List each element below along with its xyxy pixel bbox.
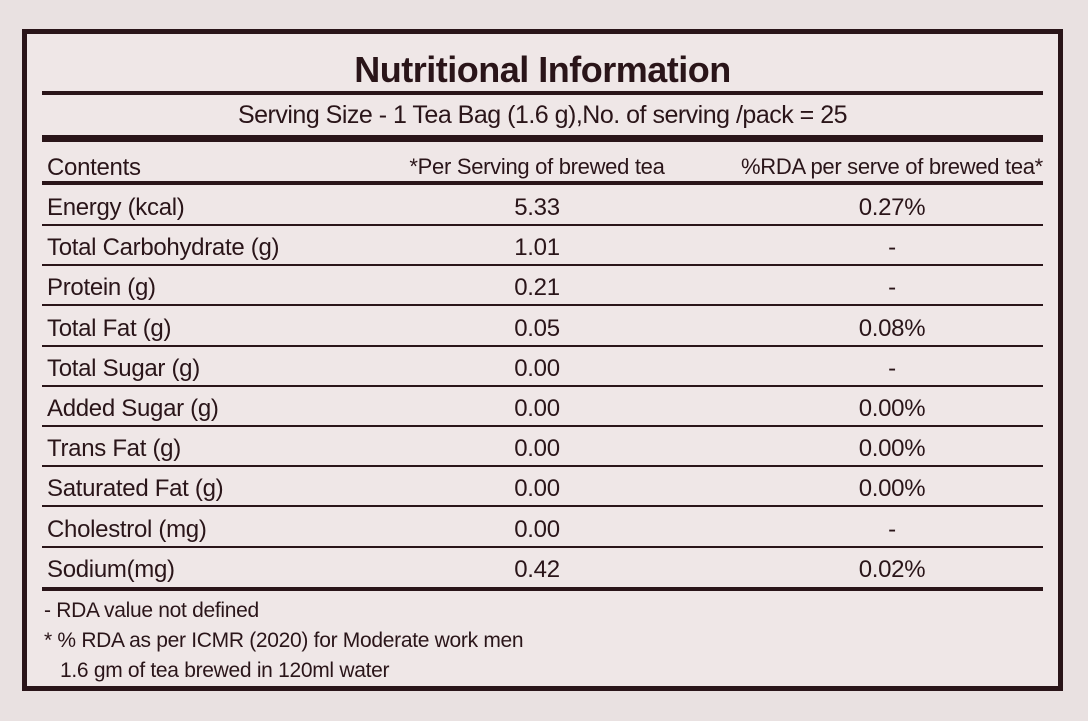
row-divider — [42, 344, 1043, 347]
header-per-serving: *Per Serving of brewed tea — [409, 154, 665, 179]
row-divider — [42, 425, 1043, 427]
table-row: Total Sugar (g) 0.00 - — [47, 347, 1043, 387]
row-divider — [42, 224, 1043, 226]
table-row: Sodium(mg) 0.42 0.02% — [47, 548, 1043, 588]
table-row: Cholestrol (mg) 0.00 - — [47, 508, 1043, 548]
per-serving-value: 0.42 — [514, 555, 560, 583]
table-row: Total Fat (g) 0.05 0.08% — [47, 307, 1043, 347]
table-row: Saturated Fat (g) 0.00 0.00% — [47, 467, 1043, 507]
rda-value: - — [888, 515, 896, 543]
rda-value: - — [888, 234, 896, 262]
table-row: Protein (g) 0.21 - — [47, 266, 1043, 306]
divider — [42, 135, 1043, 142]
row-divider — [42, 264, 1043, 267]
nutrient-name: Sodium(mg) — [47, 555, 175, 583]
nutrient-name: Total Sugar (g) — [47, 354, 200, 382]
divider — [42, 587, 1043, 591]
divider — [42, 181, 1043, 185]
footnote: 1.6 gm of tea brewed in 120ml water — [60, 659, 390, 682]
rda-value: - — [888, 274, 896, 302]
nutrient-name: Total Fat (g) — [47, 314, 172, 342]
rda-value: 0.00% — [858, 395, 926, 422]
row-divider — [42, 384, 1043, 387]
per-serving-value: 0.00 — [514, 354, 560, 382]
label-title: Nutritional Information — [354, 49, 731, 90]
per-serving-value: 0.05 — [514, 314, 560, 342]
table-row: Total Carbohydrate (g) 1.01 - — [47, 226, 1043, 266]
row-divider — [42, 465, 1043, 468]
nutrient-name: Added Sugar (g) — [47, 395, 219, 422]
rda-value: - — [888, 354, 896, 382]
per-serving-value: 5.33 — [514, 194, 560, 221]
nutrient-name: Trans Fat (g) — [47, 435, 181, 463]
nutrition-label: Nutritional Information Serving Size - 1… — [22, 29, 1063, 691]
footnote: - RDA value not defined — [44, 599, 259, 622]
divider — [42, 91, 1043, 95]
footnote: * % RDA as per ICMR (2020) for Moderate … — [44, 629, 524, 652]
row-divider — [42, 545, 1043, 548]
table-row: Added Sugar (g) 0.00 0.00% — [47, 387, 1043, 427]
nutrient-name: Energy (kcal) — [47, 194, 185, 221]
rda-value: 0.00% — [858, 435, 926, 463]
header-contents: Contents — [47, 154, 141, 181]
rda-value: 0.27% — [858, 194, 926, 221]
table-row: Trans Fat (g) 0.00 0.00% — [47, 427, 1043, 467]
per-serving-value: 0.00 — [514, 515, 560, 543]
row-divider — [42, 505, 1043, 508]
nutrient-name: Saturated Fat (g) — [47, 475, 224, 503]
rda-value: 0.00% — [858, 475, 926, 503]
rda-value: 0.02% — [858, 555, 926, 583]
per-serving-value: 1.01 — [514, 234, 560, 262]
per-serving-value: 0.00 — [514, 475, 560, 503]
nutrient-name: Protein (g) — [47, 274, 156, 302]
row-divider — [42, 304, 1043, 307]
rda-value: 0.08% — [858, 314, 926, 342]
serving-size: Serving Size - 1 Tea Bag (1.6 g),No. of … — [237, 101, 848, 129]
nutrient-name: Cholestrol (mg) — [47, 515, 207, 543]
per-serving-value: 0.21 — [514, 274, 560, 302]
table-header: Contents *Per Serving of brewed tea %RDA… — [47, 146, 1043, 186]
per-serving-value: 0.00 — [514, 435, 560, 463]
header-rda: %RDA per serve of brewed tea* — [741, 154, 1043, 179]
nutrient-name: Total Carbohydrate (g) — [47, 234, 280, 262]
per-serving-value: 0.00 — [514, 395, 560, 422]
table-row: Energy (kcal) 5.33 0.27% — [47, 186, 1043, 226]
